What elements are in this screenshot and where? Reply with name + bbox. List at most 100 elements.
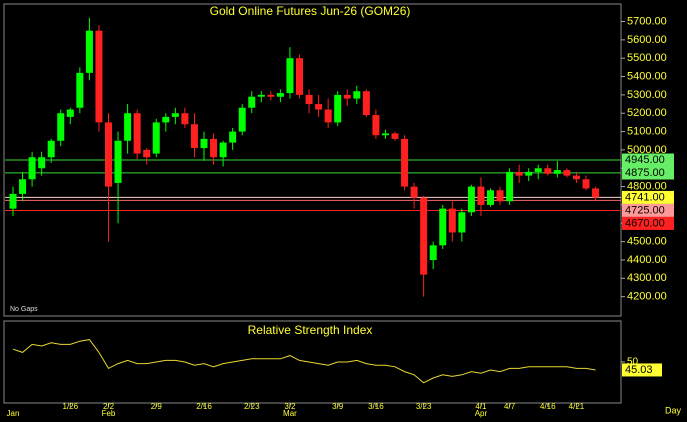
candle-body [572, 175, 580, 180]
y-tick-label: 5400.00 [627, 70, 667, 82]
month-label: Jan [7, 409, 20, 418]
candle-body [286, 58, 294, 94]
candle-body [439, 208, 447, 246]
level-label: 4725.00 [625, 204, 665, 216]
candle-body [582, 179, 590, 189]
x-tick-label: 4/16 [540, 402, 556, 411]
candle-body [238, 107, 246, 132]
x-tick-label: 2/9 [151, 402, 163, 411]
candle-body [506, 171, 514, 202]
level-label: 4741.00 [625, 191, 665, 203]
y-tick-label: 5000.00 [627, 144, 667, 156]
candle-body [200, 138, 208, 149]
x-tick-label: 2/16 [196, 402, 212, 411]
candle-body [190, 124, 198, 149]
candle-body [257, 94, 265, 97]
candle-body [57, 113, 65, 141]
candle-body [305, 94, 313, 105]
y-tick-label: 5200.00 [627, 107, 667, 119]
candle-body [143, 149, 151, 158]
candle-body [410, 186, 418, 198]
y-tick-label: 4400.00 [627, 254, 667, 266]
x-tick-label: 1/26 [63, 402, 79, 411]
candle-body [515, 171, 523, 176]
y-tick-label: 5700.00 [627, 15, 667, 27]
level-box [622, 166, 674, 180]
y-tick-label: 5300.00 [627, 89, 667, 101]
indicator-line [12, 339, 596, 384]
level-box [622, 153, 674, 167]
candle-body [296, 58, 303, 95]
candle-body [401, 138, 409, 187]
y-tick-label: 5100.00 [627, 125, 667, 137]
level-label: 4945.00 [625, 154, 665, 166]
note: No Gaps [10, 306, 38, 313]
candle-body [210, 138, 218, 158]
candle-body [229, 131, 237, 143]
candle-body [420, 197, 428, 275]
candle-body [47, 140, 55, 158]
candle-body [496, 190, 504, 202]
candle-body [372, 115, 380, 136]
indicator-last-label: 45.03 [625, 364, 653, 376]
indicator-tick-label: 50 [627, 357, 639, 368]
candle-body [181, 113, 189, 125]
x-tick-label: 3/23 [416, 402, 432, 411]
candle-body [133, 113, 141, 154]
month-label: Feb [102, 409, 116, 418]
candle-body [105, 122, 112, 187]
indicator-title: Relative Strength Index [248, 323, 373, 337]
candle-body [448, 208, 456, 233]
chart-title: Gold Online Futures Jun-26 (GOM26) [210, 4, 411, 18]
y-tick-label: 5500.00 [627, 52, 667, 64]
x-axis-label: Day [665, 405, 682, 415]
candle-body [525, 171, 533, 176]
candle-body [19, 179, 27, 194]
candle-body [9, 193, 17, 209]
candle-body [429, 245, 437, 260]
candle-body [592, 188, 600, 198]
candle-body [219, 142, 227, 158]
candle-body [381, 133, 389, 136]
x-tick-label: 3/16 [368, 402, 384, 411]
indicator-box [622, 363, 662, 377]
x-tick-label: 3/9 [332, 402, 344, 411]
x-tick-label: 2/2 [103, 402, 115, 411]
candle-body [362, 91, 370, 116]
candle-body [553, 170, 561, 174]
month-label: Mar [283, 409, 297, 418]
candle-body [152, 122, 160, 154]
level-box [622, 216, 674, 230]
x-tick-label: 4/21 [569, 402, 585, 411]
level-box [622, 190, 674, 204]
y-tick-label: 4200.00 [627, 291, 667, 303]
candle-body [467, 186, 475, 213]
candle-body [391, 133, 399, 139]
x-tick-label: 2/23 [244, 402, 260, 411]
candle-body [563, 170, 571, 176]
candle-body [114, 140, 122, 183]
candle-body [544, 168, 552, 174]
candle-body [534, 168, 542, 172]
candle-body [76, 72, 84, 108]
month-label: Apr [475, 409, 488, 418]
level-label: 4670.00 [625, 217, 665, 229]
candle-body [353, 91, 361, 99]
candle-body [28, 157, 36, 180]
y-tick-label: 4500.00 [627, 236, 667, 248]
x-tick-label: 4/1 [475, 402, 487, 411]
x-tick-label: 4/7 [504, 402, 516, 411]
candle-body [477, 186, 485, 205]
y-tick-label: 4800.00 [627, 181, 667, 193]
candle-body [276, 93, 284, 97]
candle-body [162, 116, 170, 123]
candle-body [267, 94, 275, 97]
candle-body [487, 190, 494, 205]
candle-body [66, 109, 74, 117]
candle-body [343, 94, 351, 99]
candle-body [171, 113, 179, 117]
x-tick-label: 3/2 [284, 402, 296, 411]
candle-body [334, 94, 342, 123]
